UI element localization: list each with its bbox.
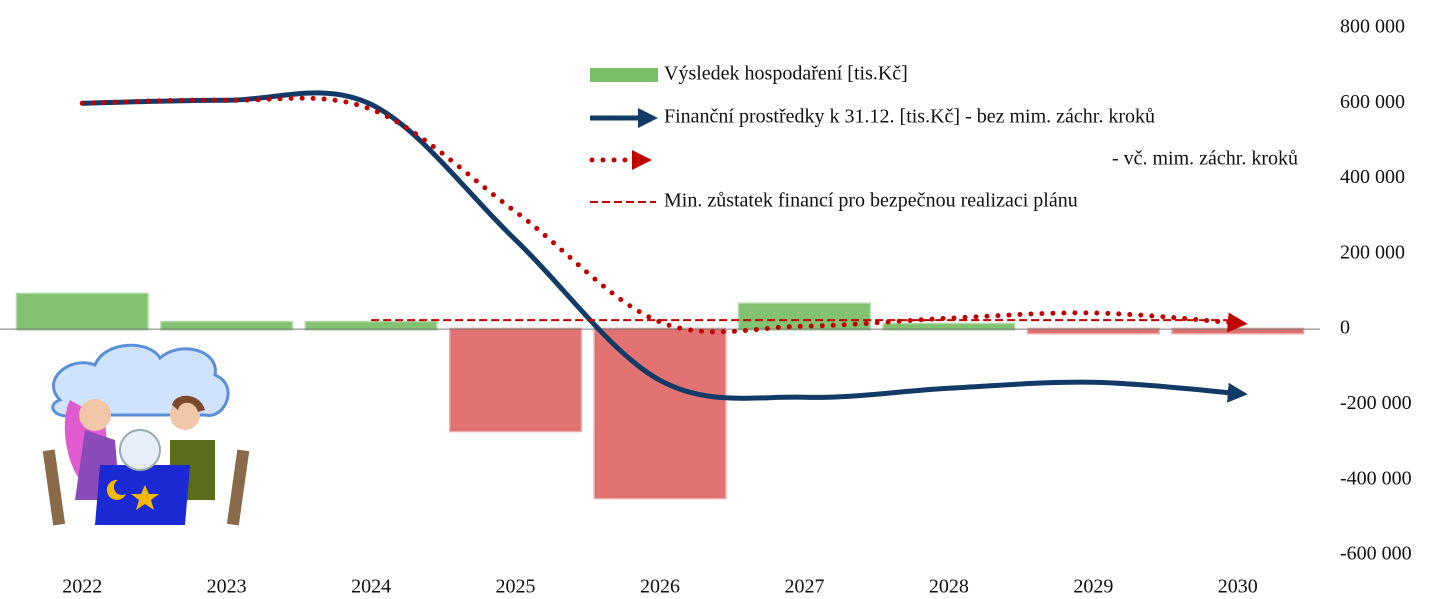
bar — [1026, 327, 1160, 335]
bar — [1171, 327, 1305, 335]
legend-label: Výsledek hospodaření [tis.Kč] — [664, 63, 908, 85]
bar — [449, 327, 583, 433]
bar — [737, 302, 871, 331]
x-tick-label: 2022 — [62, 576, 102, 598]
legend-item: Výsledek hospodaření [tis.Kč] — [590, 63, 908, 85]
x-tick-label: 2024 — [351, 576, 391, 598]
fortune-teller-clipart — [42, 343, 250, 526]
bar — [882, 322, 1016, 331]
bar — [593, 327, 727, 500]
bar — [304, 320, 438, 331]
y-tick-label: 600 000 — [1340, 91, 1405, 113]
legend-label: Min. zůstatek financí pro bezpečnou real… — [664, 190, 1078, 212]
y-tick-label: 0 — [1340, 317, 1350, 339]
legend-item: Min. zůstatek financí pro bezpečnou real… — [590, 190, 1078, 212]
y-tick-label: -600 000 — [1340, 543, 1412, 565]
dotted-line — [79, 95, 1248, 335]
x-tick-label: 2026 — [640, 576, 680, 598]
x-tick-label: 2025 — [496, 576, 536, 598]
legend-item: Finanční prostředky k 31.12. [tis.Kč] - … — [590, 106, 1155, 128]
y-tick-label: 800 000 — [1340, 16, 1405, 38]
x-tick-label: 2029 — [1073, 576, 1113, 598]
line — [82, 90, 1248, 403]
y-tick-label: 200 000 — [1340, 241, 1405, 263]
bar — [160, 320, 294, 331]
x-tick-label: 2023 — [207, 576, 247, 598]
bar — [15, 292, 149, 331]
legend-item: - vč. mim. záchr. kroků — [589, 148, 1298, 170]
x-tick-label: 2028 — [929, 576, 969, 598]
legend-label: Finanční prostředky k 31.12. [tis.Kč] - … — [664, 106, 1155, 128]
y-tick-label: 400 000 — [1340, 166, 1405, 188]
x-tick-label: 2030 — [1218, 576, 1258, 598]
y-tick-label: -200 000 — [1340, 392, 1412, 414]
legend-swatch — [590, 68, 658, 82]
legend-label: - vč. mim. záchr. kroků — [1112, 148, 1298, 170]
y-tick-label: -400 000 — [1340, 467, 1412, 489]
x-tick-label: 2027 — [784, 576, 824, 598]
